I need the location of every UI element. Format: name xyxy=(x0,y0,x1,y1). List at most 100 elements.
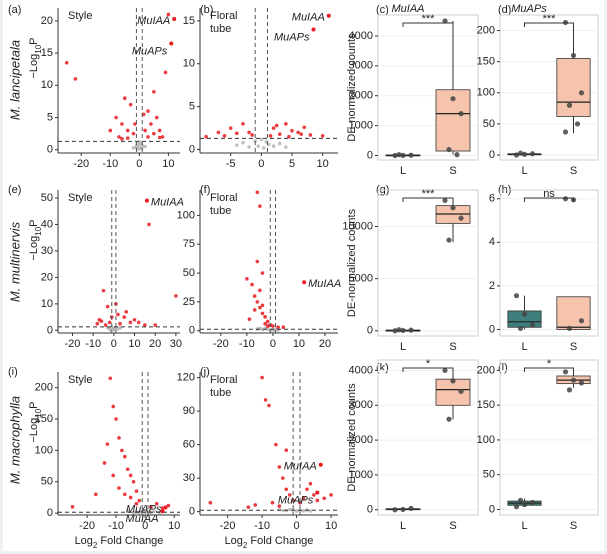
point xyxy=(256,144,261,148)
x-tick-label: S xyxy=(449,520,456,532)
point xyxy=(235,131,239,136)
x-axis-label-part: Fold Change xyxy=(247,535,313,547)
panel-note: Floral xyxy=(210,10,238,22)
y-tick-label: 3000 xyxy=(349,399,373,411)
plot-frame xyxy=(499,14,599,161)
point xyxy=(143,144,147,149)
y-tick-label: 0 xyxy=(47,144,53,156)
y-tick-label: 0 xyxy=(489,503,495,515)
point xyxy=(308,481,313,486)
x-tick-label: -20 xyxy=(220,520,236,532)
point xyxy=(131,479,136,484)
panel-note: tube xyxy=(210,205,231,217)
point xyxy=(265,319,270,324)
x-tick-label: 0 xyxy=(142,520,148,532)
annotated-point xyxy=(326,13,331,18)
x-tick-label: S xyxy=(570,341,577,353)
point xyxy=(208,500,213,505)
point xyxy=(246,505,251,509)
y-tick-label: 10 xyxy=(41,298,53,310)
y-tick-label: 40 xyxy=(41,218,53,230)
data-point xyxy=(446,146,452,153)
data-point xyxy=(574,121,581,127)
point xyxy=(287,134,291,139)
data-point xyxy=(521,151,528,157)
x-tick-label: L xyxy=(400,165,406,177)
point xyxy=(146,109,150,113)
point xyxy=(117,135,121,139)
point xyxy=(322,496,327,501)
point xyxy=(301,496,306,501)
x-tick-label: -10 xyxy=(108,520,124,532)
x-tick-label: -10 xyxy=(85,338,101,350)
significance-bracket xyxy=(524,22,574,27)
y-axis-label: DE-normalized counts xyxy=(346,33,358,142)
y-axis-label-part: −Log xyxy=(28,54,40,79)
point xyxy=(128,495,133,500)
gene-label: MuAPs xyxy=(126,503,162,515)
x-tick-label: S xyxy=(449,341,456,353)
x-tick-label: 0 xyxy=(136,158,142,170)
data-point xyxy=(570,377,577,383)
point xyxy=(260,303,265,308)
point xyxy=(299,132,304,136)
y-tick-label: 120 xyxy=(177,371,195,383)
panel-label: (i) xyxy=(8,366,18,378)
point xyxy=(255,259,260,264)
data-point xyxy=(513,152,520,158)
panel-note: tube xyxy=(210,387,231,399)
point xyxy=(166,503,171,508)
data-point xyxy=(408,505,414,511)
y-tick-label: 100 xyxy=(35,444,53,456)
panel-label: (l) xyxy=(498,362,508,374)
annotated-point xyxy=(144,198,149,203)
y-tick-label: 200 xyxy=(35,382,53,394)
x-tick-label: 20 xyxy=(149,338,161,350)
panel-label: (d) xyxy=(498,4,511,16)
data-point xyxy=(400,152,406,158)
data-point xyxy=(562,129,569,135)
x-tick-label: -20 xyxy=(213,338,229,350)
x-axis-label-part: Log xyxy=(225,535,243,547)
point xyxy=(276,325,280,330)
data-point xyxy=(450,205,456,211)
y-tick-label: 0 xyxy=(189,506,195,518)
y-tick-label: 0 xyxy=(47,507,53,519)
point xyxy=(284,487,289,492)
data-point xyxy=(521,311,528,317)
x-tick-label: -10 xyxy=(102,158,118,170)
y-tick-label: 100 xyxy=(477,434,495,446)
data-point xyxy=(458,388,464,394)
point xyxy=(258,288,262,293)
y-tick-label: 1000 xyxy=(349,120,373,132)
point xyxy=(247,317,252,321)
data-point xyxy=(408,327,414,333)
panel-label: (f) xyxy=(200,184,210,196)
point xyxy=(160,506,165,510)
data-point xyxy=(396,152,402,158)
point xyxy=(228,126,233,130)
point xyxy=(296,130,300,135)
point xyxy=(132,317,137,322)
point xyxy=(241,140,245,145)
data-point xyxy=(566,325,573,331)
figure-background xyxy=(3,0,604,551)
significance-label: * xyxy=(547,358,552,370)
x-tick-label: 20 xyxy=(319,338,331,350)
y-tick-label: 200 xyxy=(477,24,495,36)
x-axis-label: Log2 Fold Change xyxy=(225,535,314,550)
data-point xyxy=(458,215,464,221)
point xyxy=(105,442,110,446)
gene-label: MuIAA xyxy=(308,278,341,290)
x-tick-label: L xyxy=(400,520,406,532)
data-point xyxy=(517,150,524,156)
data-point xyxy=(442,197,448,204)
point xyxy=(174,294,178,298)
x-tick-label: -20 xyxy=(79,520,95,532)
y-tick-label: 0 xyxy=(367,149,373,161)
point xyxy=(241,122,245,126)
data-point xyxy=(566,102,573,108)
panel-label: (j) xyxy=(200,366,210,378)
